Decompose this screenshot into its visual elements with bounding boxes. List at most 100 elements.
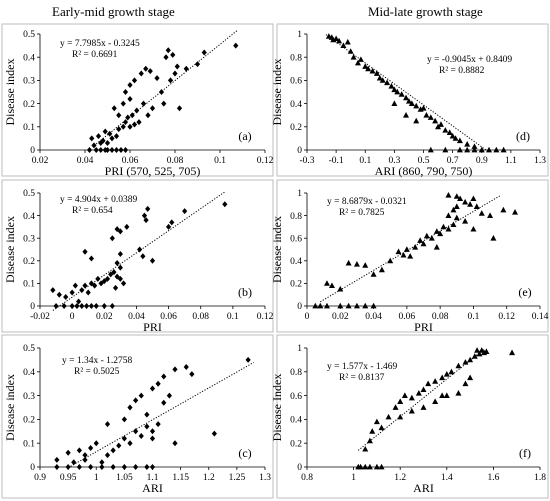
- data-point: [337, 302, 344, 309]
- chart-c: 0 0.1 0.2 0.3 0.4 0.5 0.9 0.95 1 1.05 1.1 1.15 1.2 1.…: [1, 334, 274, 499]
- panel-frame: [1, 179, 274, 333]
- y-tick-label: 0.2: [290, 123, 302, 133]
- data-point: [457, 195, 464, 202]
- x-tick-label: 0.9: [476, 156, 488, 166]
- data-point: [118, 147, 124, 153]
- data-point: [445, 212, 452, 218]
- data-point: [133, 428, 139, 435]
- data-point: [134, 107, 140, 114]
- y-tick-label: 0.8: [290, 368, 302, 378]
- data-point: [432, 378, 439, 384]
- data-point: [328, 282, 335, 289]
- data-point: [370, 302, 377, 309]
- r-squared-label: R² = 0.8882: [439, 66, 485, 76]
- regression-equation: y = 8.6879x - 0.0321: [327, 197, 407, 207]
- data-point: [462, 198, 469, 205]
- data-point: [362, 302, 369, 309]
- data-point: [110, 464, 116, 470]
- data-point: [379, 77, 386, 83]
- data-point: [104, 275, 111, 282]
- data-point: [398, 91, 405, 97]
- data-point: [131, 121, 138, 128]
- data-point: [145, 205, 151, 212]
- regression-equation: y = 7.7985x - 0.3245: [60, 39, 140, 49]
- data-point: [245, 356, 251, 363]
- data-point: [500, 206, 507, 213]
- x-axis-label: ARI: [413, 481, 434, 495]
- x-tick-label: 0.95: [60, 473, 77, 483]
- y-tick-label: 1: [297, 344, 302, 354]
- trendline: [357, 348, 485, 451]
- data-point: [56, 291, 62, 298]
- data-point: [453, 214, 460, 221]
- data-point: [136, 119, 142, 126]
- x-tick-label: 1.3: [259, 473, 271, 483]
- panel-label: (b): [238, 285, 252, 299]
- data-point: [464, 141, 471, 147]
- regression-equation: y = 4.904x + 0.0389: [60, 195, 137, 205]
- data-point: [408, 100, 415, 106]
- data-point: [113, 147, 120, 153]
- data-point: [413, 117, 420, 124]
- data-point: [63, 293, 69, 300]
- data-point: [333, 35, 340, 42]
- r-squared-label: R² = 0.7825: [339, 208, 385, 218]
- x-tick-label: 0.1: [359, 156, 371, 166]
- data-point: [317, 302, 324, 309]
- data-point: [470, 195, 477, 202]
- data-point: [369, 67, 376, 74]
- data-point: [138, 392, 144, 399]
- data-point: [149, 464, 156, 470]
- data-point: [117, 251, 123, 258]
- data-point: [88, 255, 95, 262]
- data-point: [54, 456, 60, 463]
- data-point: [86, 147, 93, 153]
- data-point: [388, 83, 395, 89]
- x-tick-label: 0.08: [432, 312, 449, 322]
- data-point: [143, 217, 149, 224]
- data-point: [127, 404, 133, 411]
- data-point: [61, 303, 67, 309]
- data-point: [471, 143, 478, 149]
- data-point: [82, 282, 88, 289]
- data-point: [147, 68, 153, 75]
- x-axis-label: ARI: [142, 481, 163, 495]
- data-point: [149, 428, 156, 435]
- y-tick-label: 0: [297, 146, 302, 156]
- data-point: [120, 123, 126, 130]
- data-point: [143, 65, 149, 72]
- data-point: [161, 373, 167, 380]
- data-point: [88, 464, 94, 470]
- data-point: [395, 248, 402, 255]
- data-point: [144, 423, 150, 430]
- r-squared-label: R² = 0.8137: [339, 373, 385, 383]
- x-tick-label: 1.15: [172, 473, 189, 483]
- data-point: [439, 374, 446, 381]
- data-point: [88, 303, 95, 309]
- data-point: [442, 146, 449, 153]
- y-tick-label: 0.4: [290, 100, 302, 110]
- data-point: [149, 257, 156, 264]
- data-point: [369, 428, 376, 434]
- y-tick-label: 0.2: [23, 416, 35, 426]
- x-tick-label: -0.02: [30, 312, 50, 322]
- data-point: [88, 444, 94, 451]
- data-point: [93, 440, 99, 447]
- y-tick-label: 0.5: [23, 30, 35, 40]
- data-point: [169, 219, 175, 226]
- data-point: [455, 362, 462, 369]
- data-point: [95, 133, 102, 140]
- data-point: [403, 112, 410, 118]
- data-point: [405, 98, 412, 104]
- data-point: [120, 100, 126, 107]
- data-point: [79, 303, 85, 309]
- data-point: [120, 280, 127, 287]
- data-point: [357, 463, 364, 470]
- data-point: [111, 105, 117, 112]
- data-point: [420, 386, 427, 393]
- data-point: [474, 347, 481, 353]
- y-tick-label: 0.1: [23, 123, 35, 133]
- y-tick-label: 0.3: [23, 77, 35, 87]
- data-point: [471, 146, 478, 153]
- y-axis-label: Disease index: [270, 216, 284, 283]
